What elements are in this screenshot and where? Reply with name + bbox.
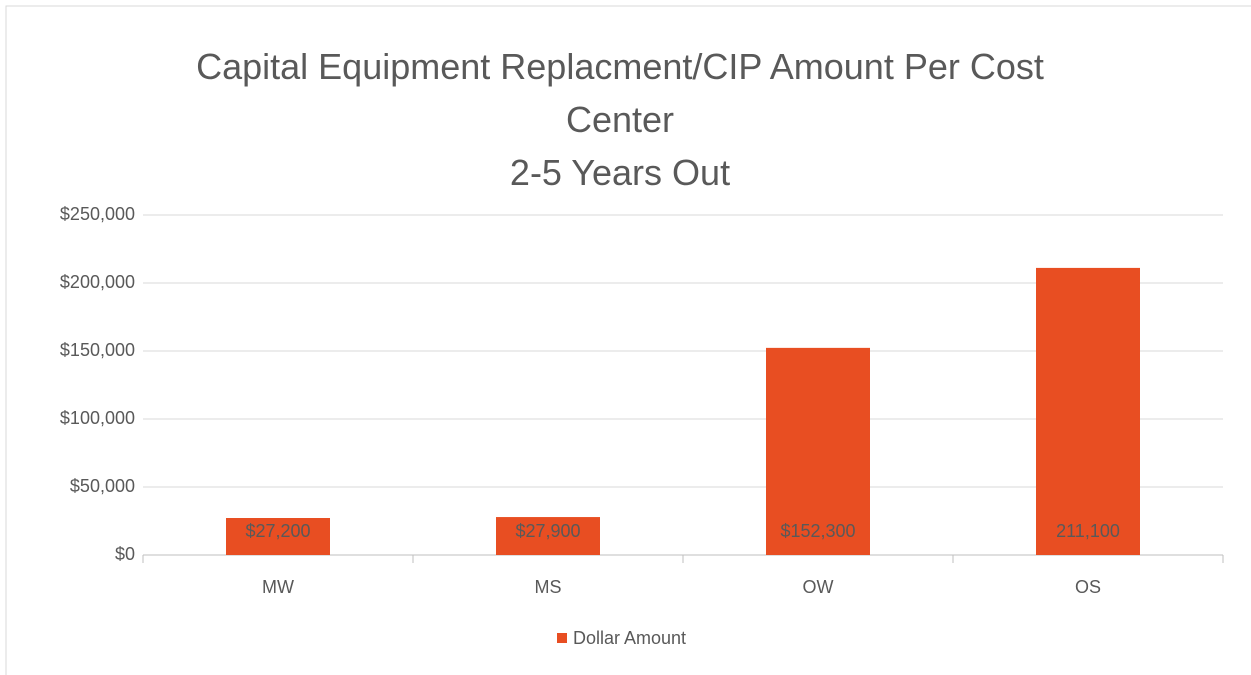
legend-swatch [557, 633, 567, 643]
x-tick-label: OW [803, 577, 834, 597]
x-tick-label: MW [262, 577, 294, 597]
bar [496, 517, 600, 555]
title-block: Capital Equipment Replacment/CIP Amount … [170, 40, 1070, 199]
data-label: $27,900 [515, 521, 580, 541]
legend-label: Dollar Amount [573, 628, 686, 648]
data-label: $27,200 [245, 521, 310, 541]
chart-border [5, 5, 1251, 675]
bar [1036, 267, 1140, 555]
y-tick-label: $150,000 [60, 340, 135, 360]
y-tick-label: $250,000 [60, 204, 135, 224]
data-label: $152,300 [780, 521, 855, 541]
x-tick-label: OS [1075, 577, 1101, 597]
chart-subtitle: 2-5 Years Out [509, 152, 731, 193]
x-tick-label: MS [535, 577, 562, 597]
y-tick-label: $0 [115, 544, 135, 564]
y-tick-label: $100,000 [60, 408, 135, 428]
y-tick-label: $50,000 [70, 476, 135, 496]
y-tick-label: $200,000 [60, 272, 135, 292]
chart-title: Capital Equipment Replacment/CIP Amount … [196, 46, 1044, 140]
data-label: 211,100 [1056, 521, 1120, 541]
bar [226, 518, 330, 555]
bar [766, 347, 870, 555]
